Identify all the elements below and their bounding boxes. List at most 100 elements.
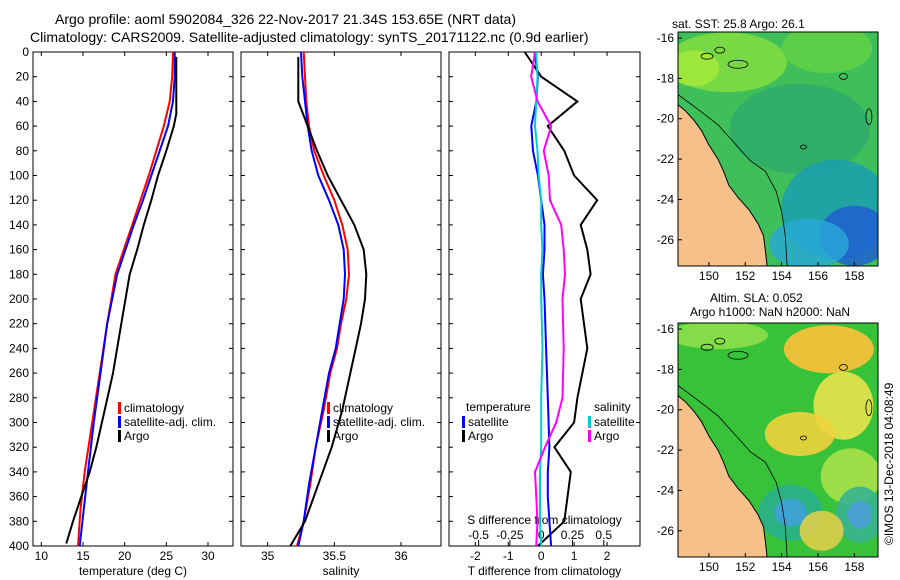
field-patch xyxy=(783,325,874,374)
lat-tick-label: -18 xyxy=(657,71,675,85)
header-line2: Climatology: CARS2009. Satellite-adjuste… xyxy=(30,29,588,45)
lat-tick-label: -20 xyxy=(657,403,675,417)
sla-map-panel: Altim. SLA: 0.052 Argo h1000: NaN h2000:… xyxy=(657,291,879,574)
x-axis-label: temperature (deg C) xyxy=(79,564,187,578)
reef-outline xyxy=(714,337,726,345)
lon-tick-label: 158 xyxy=(844,560,864,574)
legend-label: satellite xyxy=(468,415,509,429)
imos-credit: ©IMOS 13-Dec-2018 04:08:49 xyxy=(882,382,896,545)
reef-outline xyxy=(839,363,848,371)
y-tick-label: 220 xyxy=(9,317,29,331)
y-tick-label: 0 xyxy=(22,45,29,59)
reef-outline xyxy=(714,46,726,54)
field-patch xyxy=(774,498,807,527)
sla-map-title: Altim. SLA: 0.052 xyxy=(710,291,803,305)
legend-temperature-title: temperature xyxy=(466,400,531,414)
legend-swatch xyxy=(118,416,121,428)
y-tick-label: 380 xyxy=(9,514,29,528)
y-tick-label: 160 xyxy=(9,243,29,257)
x-tick-label: 30 xyxy=(201,549,215,563)
s-x-tick-label: 0.25 xyxy=(561,528,585,542)
y-tick-label: 100 xyxy=(9,169,29,183)
legend-swatch xyxy=(118,430,121,442)
s-axis-label: S difference from climatology xyxy=(467,513,622,527)
legend-swatch xyxy=(118,402,121,414)
field-patch xyxy=(764,411,835,456)
x-tick-label: 10 xyxy=(35,549,49,563)
lat-tick-label: -22 xyxy=(657,152,675,166)
x-axis-label: T difference from climatology xyxy=(468,564,622,578)
y-tick-label: 180 xyxy=(9,267,29,281)
y-tick-label: 300 xyxy=(9,416,29,430)
y-tick-label: 40 xyxy=(16,94,30,108)
lon-tick-label: 150 xyxy=(699,269,719,283)
s-x-tick-label: -0.5 xyxy=(468,528,489,542)
x-tick-label: 0 xyxy=(538,549,545,563)
temperature-panel: 0 20 40 60 80 100 120 140 160 180 200 220 240 260 280 3… xyxy=(9,45,234,578)
sst-map-panel: sat. SST: 25.8 Argo: 26.1 150 152 154 156 15… xyxy=(657,17,879,283)
lon-tick-label: 152 xyxy=(735,560,755,574)
x-axis-label: salinity xyxy=(323,564,360,578)
lat-tick-label: -16 xyxy=(657,31,675,45)
reef-outline xyxy=(800,435,807,441)
x-tick-label: 1 xyxy=(571,549,578,563)
x-tick-label: 35 xyxy=(261,549,275,563)
legend-salinity-title: salinity xyxy=(594,400,631,414)
x-tick-label: 35.5 xyxy=(323,549,347,563)
y-tick-label: 280 xyxy=(9,391,29,405)
lat-tick-label: -22 xyxy=(657,443,675,457)
y-tick-label: 120 xyxy=(9,193,29,207)
legend-swatch xyxy=(327,416,330,428)
legend-label: Argo xyxy=(124,429,150,443)
reef-outline xyxy=(800,144,807,150)
x-tick-label: 15 xyxy=(76,549,90,563)
salinity-panel: 35 35.5 36 salinity climatologysatellite-adj… xyxy=(240,51,442,578)
lon-tick-label: 156 xyxy=(808,269,828,283)
legend-label: Argo xyxy=(333,429,359,443)
reef-outline xyxy=(865,399,873,417)
x-tick-label: 2 xyxy=(604,549,611,563)
field-patch xyxy=(847,500,872,529)
s-x-tick-label: -0.25 xyxy=(496,528,524,542)
land-mass xyxy=(678,394,768,557)
lon-tick-label: 156 xyxy=(808,560,828,574)
series-s-argo-line xyxy=(530,51,567,547)
difference-panel: -2 -1 0 1 2T difference from climatology -0.5… xyxy=(448,51,641,578)
legend-label: satellite-adj. clim. xyxy=(333,415,425,429)
y-tick-label: 80 xyxy=(16,144,30,158)
x-tick-label: -1 xyxy=(503,549,514,563)
reef-outline xyxy=(727,59,749,69)
x-tick-label: 36 xyxy=(394,549,408,563)
legend-label: Argo xyxy=(594,429,620,443)
y-tick-label: 360 xyxy=(9,490,29,504)
field-patch xyxy=(799,510,844,551)
field-patch xyxy=(782,32,873,74)
land-mass xyxy=(678,103,768,266)
y-tick-label: 140 xyxy=(9,218,29,232)
plot-frame xyxy=(32,51,234,547)
map-frame xyxy=(677,322,879,558)
legend-swatch xyxy=(462,430,465,442)
lat-tick-label: -24 xyxy=(657,192,675,206)
reef-outline xyxy=(865,108,873,126)
legend-label: Argo xyxy=(468,429,494,443)
x-tick-label: 20 xyxy=(118,549,132,563)
field-patch xyxy=(729,83,870,174)
reef-outline xyxy=(727,350,749,360)
lat-tick-label: -18 xyxy=(657,362,675,376)
isobath-line xyxy=(678,94,788,266)
y-tick-label: 400 xyxy=(9,539,29,553)
plot-frame xyxy=(240,51,442,547)
x-tick-label: 25 xyxy=(160,549,174,563)
legend-swatch xyxy=(588,416,591,428)
lat-tick-label: -16 xyxy=(657,322,675,336)
series-s-satellite-line xyxy=(533,51,544,547)
x-tick-label: -2 xyxy=(470,549,481,563)
lat-tick-label: -20 xyxy=(657,112,675,126)
field-patch xyxy=(678,323,768,350)
series-climatology-line xyxy=(77,51,174,547)
reef-outline xyxy=(700,52,714,60)
legend-swatch xyxy=(462,416,465,428)
lat-tick-label: -24 xyxy=(657,483,675,497)
